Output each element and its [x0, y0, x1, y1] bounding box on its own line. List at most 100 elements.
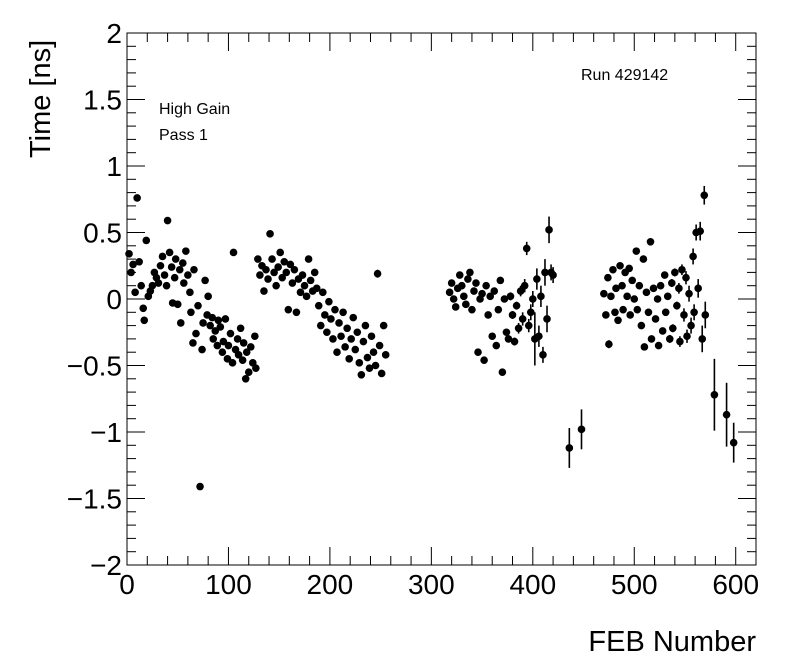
data-point — [661, 308, 670, 317]
data-point — [701, 301, 710, 329]
marker — [729, 438, 738, 447]
data-point — [329, 335, 337, 343]
data-point — [656, 281, 665, 290]
marker — [208, 313, 217, 322]
data-point — [611, 308, 619, 317]
marker — [535, 332, 543, 341]
marker — [154, 279, 163, 287]
marker — [140, 316, 149, 325]
marker — [500, 295, 509, 303]
marker — [218, 348, 227, 357]
data-point — [373, 269, 382, 278]
marker — [319, 288, 327, 297]
marker — [447, 279, 456, 287]
marker — [522, 244, 531, 253]
data-point — [268, 255, 276, 263]
data-point — [337, 332, 345, 341]
data-point — [565, 428, 574, 468]
data-point — [302, 292, 311, 301]
marker — [331, 305, 339, 314]
y-tick-label: −1 — [90, 417, 122, 448]
data-point — [148, 281, 157, 290]
data-point — [663, 292, 672, 301]
marker — [310, 268, 319, 277]
data-point — [646, 238, 655, 246]
data-point — [529, 291, 537, 307]
data-point — [331, 305, 339, 314]
marker — [700, 191, 709, 200]
data-point — [229, 248, 238, 257]
data-point — [246, 343, 255, 351]
marker — [199, 319, 207, 327]
marker — [345, 355, 353, 363]
data-point — [167, 263, 176, 271]
data-point — [221, 315, 230, 323]
data-point — [206, 321, 214, 330]
data-point — [264, 275, 272, 283]
marker — [618, 281, 626, 290]
data-point — [468, 305, 476, 314]
data-point — [604, 273, 612, 282]
data-point — [526, 304, 535, 321]
data-point — [541, 259, 549, 286]
marker — [484, 311, 492, 319]
marker — [209, 335, 218, 343]
marker — [683, 332, 691, 341]
data-point — [209, 335, 218, 343]
marker — [630, 295, 639, 303]
data-point — [377, 369, 386, 378]
marker — [156, 261, 165, 270]
marker — [163, 216, 172, 225]
data-point — [607, 292, 615, 301]
data-point — [533, 268, 541, 290]
marker — [251, 332, 259, 341]
marker — [316, 321, 325, 330]
data-point — [516, 285, 525, 297]
data-point — [319, 288, 327, 297]
marker — [221, 315, 230, 323]
marker — [698, 335, 707, 343]
marker — [262, 265, 270, 274]
marker — [696, 227, 705, 235]
marker — [335, 319, 343, 327]
marker — [524, 321, 533, 330]
marker — [341, 343, 349, 351]
marker — [325, 297, 333, 306]
marker — [365, 364, 374, 372]
data-point — [296, 288, 305, 297]
marker — [321, 311, 329, 319]
marker — [671, 268, 679, 277]
data-point — [464, 275, 472, 283]
data-point — [671, 268, 679, 277]
marker — [379, 321, 388, 330]
data-point — [484, 311, 492, 319]
marker — [160, 271, 169, 279]
marker — [363, 353, 372, 362]
data-point — [139, 304, 148, 313]
data-point — [170, 273, 179, 282]
marker — [286, 260, 295, 269]
data-point — [609, 265, 617, 274]
marker — [637, 321, 646, 330]
marker — [656, 281, 665, 290]
marker — [474, 348, 482, 357]
x-tick-label: 0 — [119, 569, 135, 600]
data-point — [640, 343, 649, 351]
data-point — [199, 319, 207, 327]
data-point — [632, 247, 641, 255]
data-point — [381, 351, 390, 359]
data-point — [233, 335, 242, 343]
marker — [282, 268, 291, 277]
data-point — [278, 273, 287, 282]
data-point — [690, 304, 698, 321]
data-point — [189, 339, 197, 347]
marker — [361, 321, 370, 330]
data-point — [498, 368, 507, 376]
marker — [244, 368, 253, 376]
marker — [371, 361, 380, 370]
marker — [201, 276, 209, 285]
data-point — [218, 348, 227, 357]
marker — [520, 281, 529, 290]
marker — [623, 292, 631, 301]
